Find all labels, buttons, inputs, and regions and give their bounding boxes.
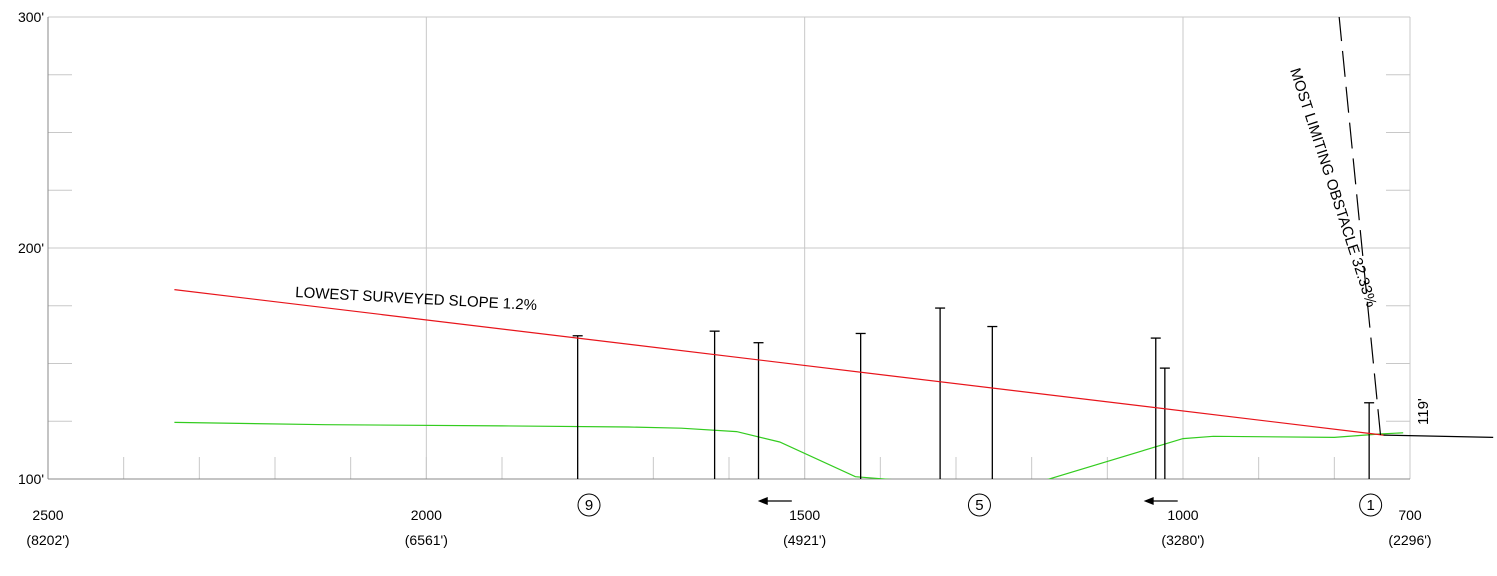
x-tick-sublabel: (2296') (1388, 532, 1431, 548)
marker-circle (1359, 493, 1383, 517)
ground-profile (174, 421, 1404, 479)
x-tick-label: 1500 (789, 507, 820, 523)
markers: 9 5 1 (577, 493, 1383, 517)
marker-circle (967, 493, 991, 517)
marker-circle (577, 493, 601, 517)
y-tick-label: 200' (18, 240, 44, 256)
marker-label: 9 (585, 497, 593, 514)
series-line-3 (1383, 434, 1494, 438)
series-line-2 (174, 421, 1404, 479)
series-lowest-surveyed-slope-1-2 (174, 289, 1384, 436)
x-tick-label: 700 (1398, 507, 1422, 523)
y-tick-label: 100' (18, 471, 44, 487)
x-tick-label: 1000 (1167, 507, 1198, 523)
obstacle-slope-label: MOST LIMITING OBSTACLE 32.33% (1286, 66, 1380, 309)
y-tick-label: 300' (18, 9, 44, 25)
x-tick-sublabel: (3280') (1161, 532, 1204, 548)
obstacles (572, 307, 1375, 479)
x-tick-label: 2000 (411, 507, 442, 523)
annotations: LOWEST SURVEYED SLOPE 1.2% MOST LIMITING … (295, 66, 1432, 425)
direction-arrow-head (1143, 497, 1154, 505)
slope-lines (174, 17, 1494, 438)
marker-label: 1 (1366, 497, 1374, 514)
series-most-limiting-obstacle-32-33 (1338, 17, 1382, 436)
x-tick-label: 2500 (32, 507, 63, 523)
grid-lines (48, 16, 1411, 479)
axes (47, 17, 1410, 480)
x-tick-sublabel: (8202') (26, 532, 69, 548)
x-tick-sublabel: (4921') (783, 532, 826, 548)
direction-arrow-head (757, 497, 768, 505)
slope-label: LOWEST SURVEYED SLOPE 1.2% (295, 284, 538, 314)
axis-labels: 100' 200' 300' 2500 (8202') 2000 (6561') 1500 (4… (18, 9, 1432, 548)
x-tick-sublabel: (6561') (405, 532, 448, 548)
elevation-119-label: 119' (1415, 398, 1432, 425)
marker-label: 5 (975, 497, 983, 514)
